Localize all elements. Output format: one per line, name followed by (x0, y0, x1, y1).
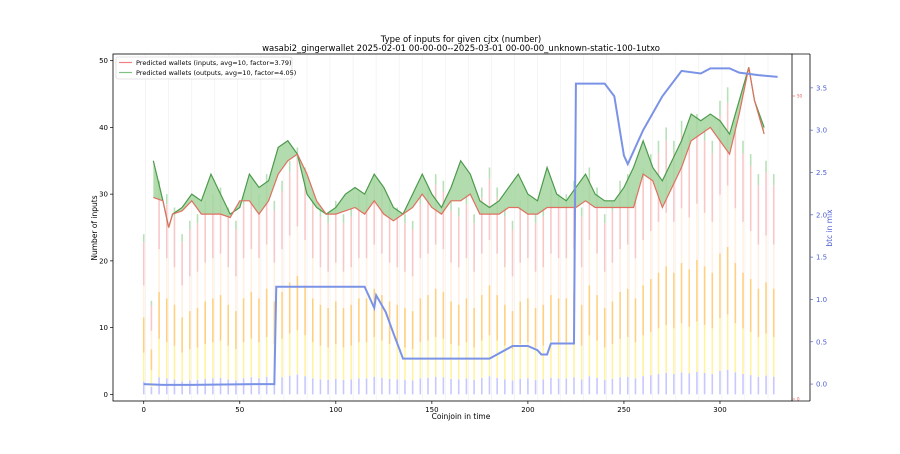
y2-tick-label: 1.0 (816, 296, 827, 304)
x-tick-label: 300 (713, 406, 726, 414)
y-tick-label: 20 (99, 257, 108, 265)
y-tick-label: 50 (99, 57, 108, 65)
y3-tick-label: 50 (797, 94, 803, 99)
y2-axis-label: btc in mix (825, 209, 834, 247)
y2-tick-label: 3.0 (816, 127, 827, 135)
axes: 0 50 100 150 200 250 300 0 10 20 30 40 50 0.0 0.5 1.0 1.… (99, 57, 827, 414)
outputs-inputs-fill (153, 67, 765, 228)
x-tick-label: 50 (235, 406, 244, 414)
chart-subtitle: wasabi2_gingerwallet 2025-02-01 00-00-00… (262, 44, 660, 54)
y2-tick-label: 2.5 (816, 169, 827, 177)
x-tick-label: 0 (141, 406, 145, 414)
x-tick-label: 150 (425, 406, 438, 414)
y-axis-label: Number of inputs (90, 195, 99, 260)
y-tick-label: 10 (99, 324, 108, 332)
chart-title: Type of inputs for given cjtx (number) (380, 35, 542, 45)
y-tick-label: 40 (99, 124, 108, 132)
lines-layer (143, 67, 778, 386)
y-tick-label: 0 (104, 391, 108, 399)
legend: Predicted wallets (inputs, avg=10, facto… (115, 56, 296, 80)
x-axis-label: Coinjoin in time (432, 412, 491, 421)
x-tick-label: 200 (521, 406, 534, 414)
x-tick-label: 250 (617, 406, 630, 414)
btc-in-mix-line (143, 67, 778, 386)
y2-tick-label: 2.0 (816, 211, 827, 219)
inputs-line (153, 67, 765, 228)
y2-tick-label: 3.5 (816, 84, 827, 92)
x-tick-label: 100 (329, 406, 342, 414)
legend-label-outputs: Predicted wallets (outputs, avg=10, fact… (136, 69, 296, 77)
y-tick-label: 30 (99, 191, 108, 199)
y2-tick-label: 0.5 (816, 338, 827, 346)
fill-layer (153, 67, 765, 228)
y3-tick-label: 0 (797, 397, 800, 402)
outputs-line (152, 67, 765, 228)
y2-tick-label: 0.0 (816, 381, 827, 389)
legend-label-inputs: Predicted wallets (inputs, avg=10, facto… (136, 59, 292, 67)
plot-frame (112, 53, 793, 402)
bars-layer (142, 54, 775, 401)
y2-tick-label: 1.5 (816, 254, 827, 262)
